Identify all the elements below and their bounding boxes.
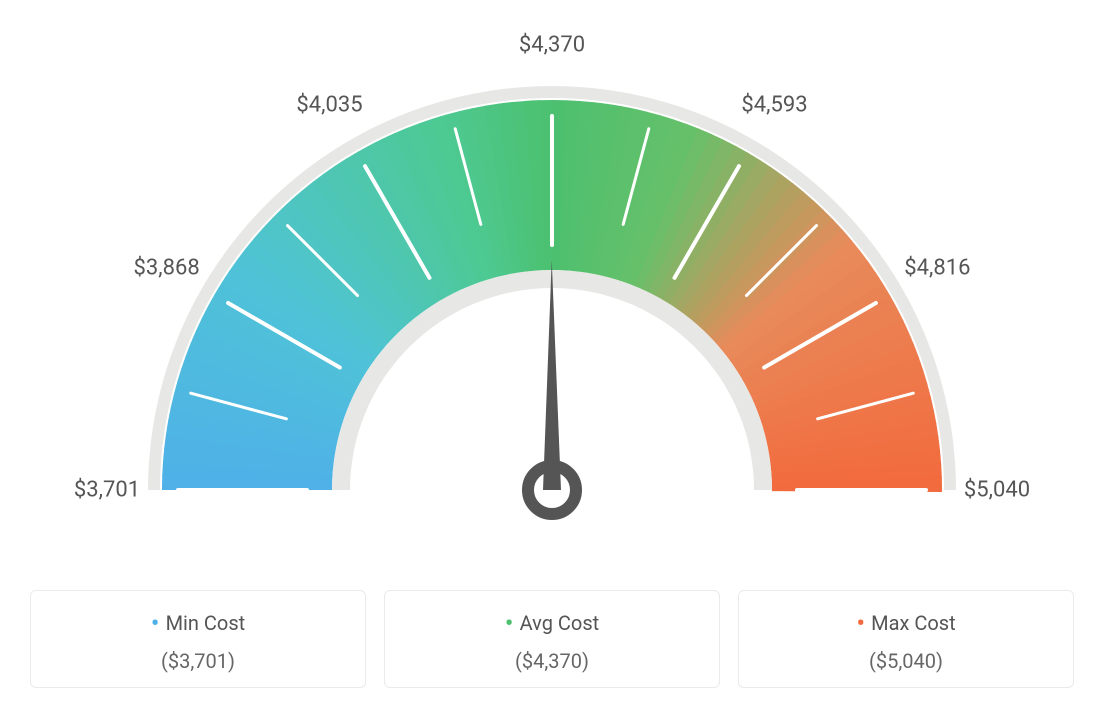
legend-title-avg: Avg Cost: [397, 609, 707, 639]
legend-card-min: Min Cost ($3,701): [30, 590, 366, 688]
legend-value-min: ($3,701): [43, 649, 353, 673]
gauge-tick-label: $4,593: [741, 92, 807, 117]
legend-title-min: Min Cost: [43, 609, 353, 639]
legend-card-avg: Avg Cost ($4,370): [384, 590, 720, 688]
gauge-tick-label: $3,868: [134, 255, 200, 280]
legend-row: Min Cost ($3,701) Avg Cost ($4,370) Max …: [30, 590, 1074, 688]
legend-value-max: ($5,040): [751, 649, 1061, 673]
gauge-svg: [30, 30, 1074, 550]
gauge-tick-label: $4,370: [519, 33, 585, 58]
gauge-chart: $3,701 $3,868 $4,035 $4,370 $4,593 $4,816 $5,0…: [30, 30, 1074, 550]
legend-value-avg: ($4,370): [397, 649, 707, 673]
gauge-tick-label: $4,035: [296, 92, 362, 117]
legend-card-max: Max Cost ($5,040): [738, 590, 1074, 688]
gauge-tick-label: $4,816: [904, 255, 970, 280]
gauge-tick-label: $5,040: [964, 478, 1030, 503]
gauge-tick-label: $3,701: [74, 478, 140, 503]
legend-title-max: Max Cost: [751, 609, 1061, 639]
